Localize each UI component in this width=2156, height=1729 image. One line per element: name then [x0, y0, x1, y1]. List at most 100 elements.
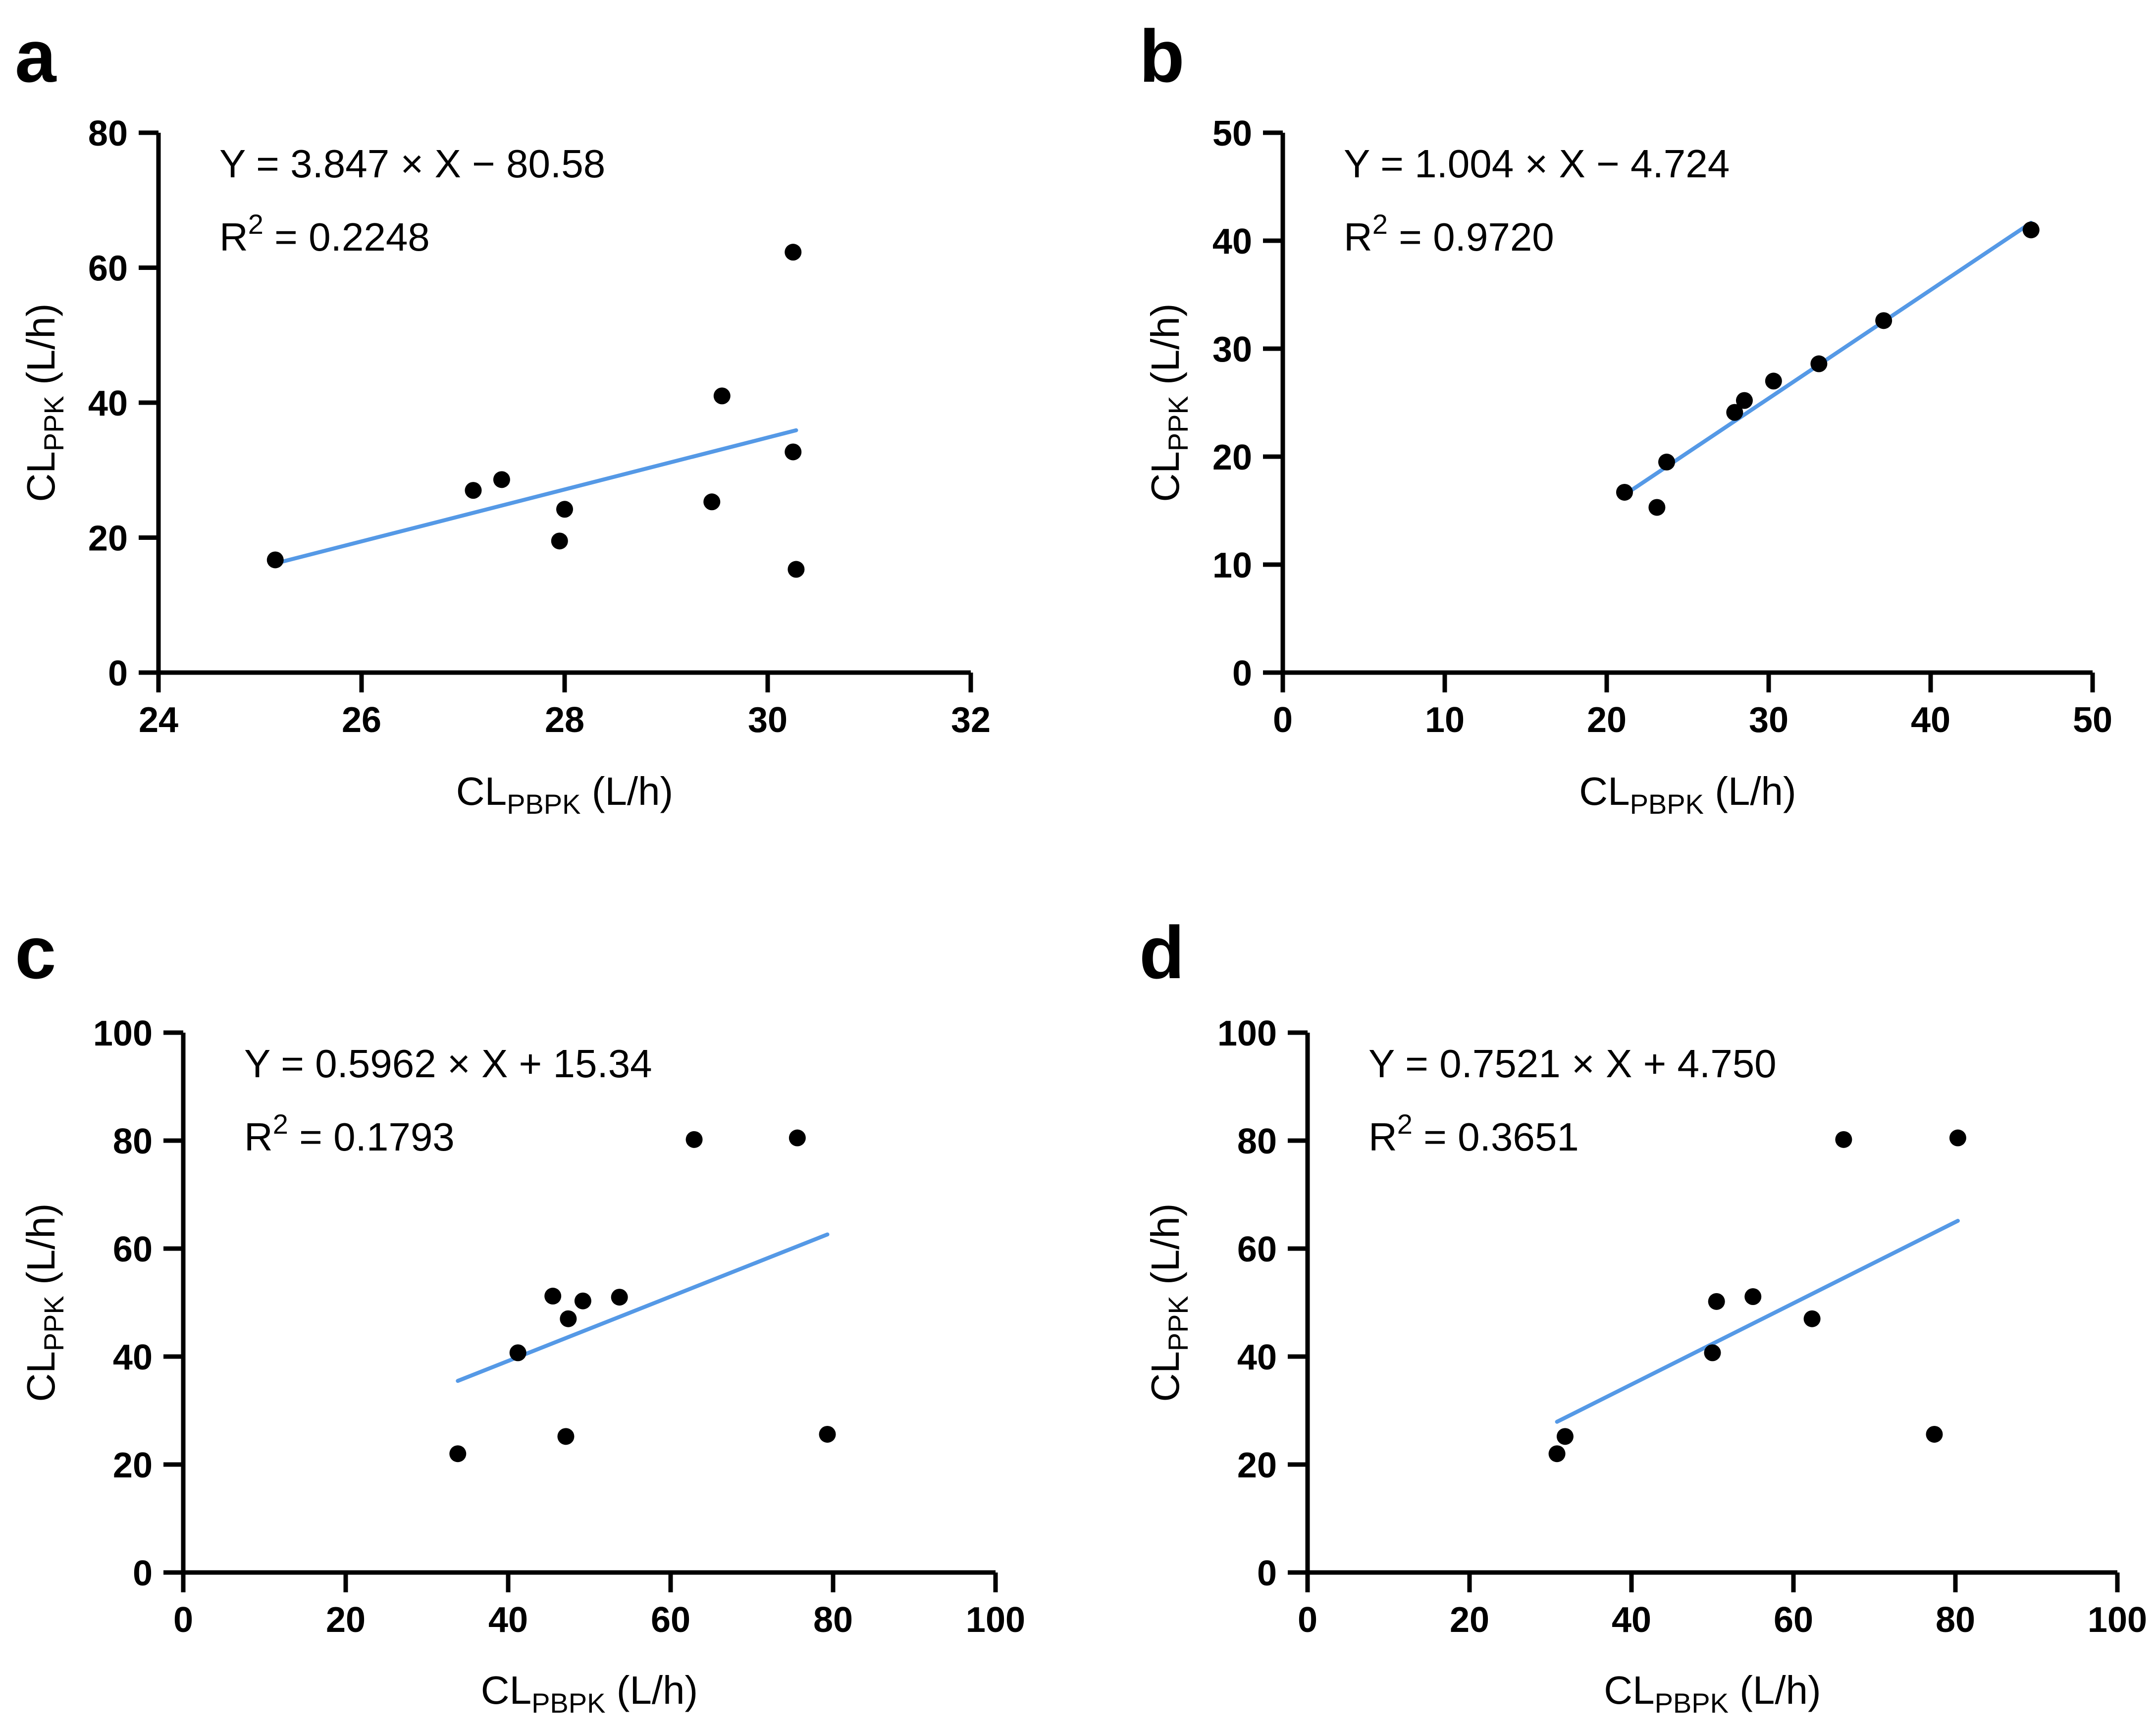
panel-d-x-axis-title: CLPBPK (L/h) [1604, 1668, 1821, 1719]
panel-b-equation: Y = 1.004 × X − 4.724 [1344, 142, 1730, 186]
panel-a: a 24 26 28 30 32 0 20 40 60 80 CLPBPK (L/h) CLPPK (L… [15, 14, 991, 820]
panel-a-data-point [465, 482, 482, 499]
panel-c-x-tick-label: 40 [488, 1600, 528, 1640]
panel-d-fit-line [1555, 1218, 1960, 1424]
panel-a-y-tick-label: 20 [88, 519, 128, 559]
panel-b-data-point [1648, 499, 1666, 516]
panel-b-y-tick-label: 10 [1212, 546, 1252, 585]
panel-d-y-tick-label: 40 [1237, 1338, 1277, 1377]
panel-c-x-tick-label: 20 [326, 1600, 366, 1640]
panel-c-y-tick-label: 0 [133, 1554, 153, 1593]
panel-d-x-tick-label: 100 [2088, 1600, 2147, 1640]
panel-a-x-tick-label: 26 [342, 700, 381, 740]
panel-b-y-tick-label: 30 [1212, 330, 1252, 369]
panel-a-data-point [556, 501, 573, 518]
panel-c-data-point [557, 1428, 575, 1445]
panel-b-data-point [1875, 312, 1893, 329]
panel-d-x-tick-label: 20 [1450, 1600, 1489, 1640]
panel-c-data-point [509, 1344, 526, 1362]
panel-b-data-point [1735, 392, 1753, 409]
panel-d-y-tick-label: 100 [1217, 1014, 1277, 1053]
panel-d-y-tick-label: 20 [1237, 1446, 1277, 1485]
panel-d-y-axis-title: CLPPK (L/h) [1143, 1203, 1194, 1402]
panel-b-y-axis-title: CLPPK (L/h) [1143, 303, 1194, 502]
panel-a-fit-line [273, 428, 798, 566]
panel-a-r-squared: R2 = 0.2248 [219, 209, 430, 259]
panel-a-x-tick-label: 32 [951, 700, 991, 740]
panel-d-y-tick-label: 80 [1237, 1122, 1277, 1161]
panel-b-x-tick-label: 40 [1911, 700, 1950, 740]
panel-a-x-tick-label: 24 [139, 700, 178, 740]
panel-c-data-point [611, 1289, 628, 1306]
panel-c-y-axis-title: CLPPK (L/h) [19, 1203, 69, 1402]
panel-a-y-tick-label: 0 [108, 654, 128, 693]
panel-c-data-point [789, 1129, 806, 1147]
panel-b-x-axis-title: CLPBPK (L/h) [1579, 769, 1796, 820]
panel-c-y-tick-label: 40 [113, 1338, 153, 1377]
panel-a-x-tick-label: 30 [748, 700, 788, 740]
panel-c-y-tick-label: 100 [93, 1014, 153, 1053]
panel-d-equation: Y = 0.7521 × X + 4.750 [1368, 1042, 1777, 1086]
panel-a-data-point [785, 244, 802, 261]
panel-c-x-axis-title: CLPBPK (L/h) [481, 1668, 698, 1719]
panel-b-y-tick-label: 40 [1212, 222, 1252, 262]
panel-d-y-tick-label: 0 [1257, 1554, 1277, 1593]
panel-b-x-tick-label: 30 [1749, 700, 1788, 740]
panel-d-x-tick-label: 40 [1612, 1600, 1651, 1640]
panel-b-y-tick-label: 20 [1212, 438, 1252, 477]
panel-a-data-point [266, 551, 284, 569]
panel-d-data-point [1556, 1428, 1574, 1445]
panel-c-x-tick-label: 0 [173, 1600, 193, 1640]
panel-d-data-point [1704, 1344, 1721, 1362]
panel-b-data-point [1810, 355, 1828, 372]
panel-d-data-point [1803, 1310, 1821, 1327]
panel-d-data-point [1835, 1131, 1852, 1148]
panel-a-data-point [703, 493, 721, 511]
panel-c-x-tick-label: 100 [966, 1600, 1025, 1640]
panel-a-data-point [785, 443, 802, 461]
panel-b-x-tick-label: 50 [2073, 700, 2112, 740]
panel-d-data-point [1744, 1288, 1762, 1306]
panel-d-x-tick-label: 60 [1774, 1600, 1813, 1640]
panel-b-data-point [1616, 483, 1633, 501]
panel-c-r-squared: R2 = 0.1793 [244, 1108, 455, 1159]
panel-c-data-point [449, 1445, 467, 1463]
panel-c-data-point [574, 1292, 591, 1310]
panel-c-data-point [685, 1131, 703, 1148]
panel-b-data-point [1765, 372, 1782, 390]
panel-d-y-tick-label: 60 [1237, 1230, 1277, 1269]
panel-c-y-tick-label: 80 [113, 1122, 153, 1161]
panel-c-x-tick-label: 60 [651, 1600, 690, 1640]
panel-b-r-squared: R2 = 0.9720 [1344, 209, 1554, 259]
panel-a-data-point [788, 561, 805, 578]
panel-a-y-tick-label: 80 [88, 114, 128, 154]
panel-a-data-point [493, 471, 510, 488]
panel-d-x-tick-label: 80 [1936, 1600, 1975, 1640]
panel-a-y-axis-title: CLPPK (L/h) [19, 303, 69, 502]
panel-b-data-point [1726, 404, 1743, 421]
panel-b-y-tick-label: 50 [1212, 114, 1252, 154]
panel-a-x-axis-title: CLPBPK (L/h) [456, 769, 673, 820]
panel-c-y-tick-label: 20 [113, 1446, 153, 1485]
panel-b-data-point [2022, 221, 2040, 239]
panel-b-x-tick-label: 10 [1425, 700, 1465, 740]
panel-c-x-tick-label: 80 [813, 1600, 853, 1640]
panel-a-letter: a [15, 14, 57, 98]
panel-b-y-tick-label: 0 [1232, 654, 1252, 693]
panel-c-y-tick-label: 60 [113, 1230, 153, 1269]
panel-b: b 0 10 20 30 40 50 0 10 20 30 40 50 CLPBPK (L/h) CLPPK… [1139, 14, 2112, 820]
panel-a-y-tick-label: 40 [88, 384, 128, 423]
panel-b-x-tick-label: 0 [1273, 700, 1293, 740]
panel-c-data-point [560, 1310, 577, 1327]
panel-c-data-point [544, 1287, 562, 1305]
panel-b-x-tick-label: 20 [1587, 700, 1627, 740]
panel-c: c 0 20 40 60 80 100 0 20 40 60 80 100 CLPBPK (L/h) CLP… [15, 911, 1025, 1719]
panel-d-data-point [1926, 1425, 1943, 1443]
panel-d-r-squared: R2 = 0.3651 [1368, 1108, 1579, 1159]
panel-d-letter: d [1139, 911, 1185, 994]
panel-a-data-point [713, 387, 731, 405]
panel-a-x-tick-label: 28 [545, 700, 584, 740]
panel-d: d 0 20 40 60 80 100 0 20 40 60 80 100 CLPBPK (L/h) CLP… [1139, 911, 2147, 1719]
panel-d-data-point [1548, 1445, 1566, 1463]
